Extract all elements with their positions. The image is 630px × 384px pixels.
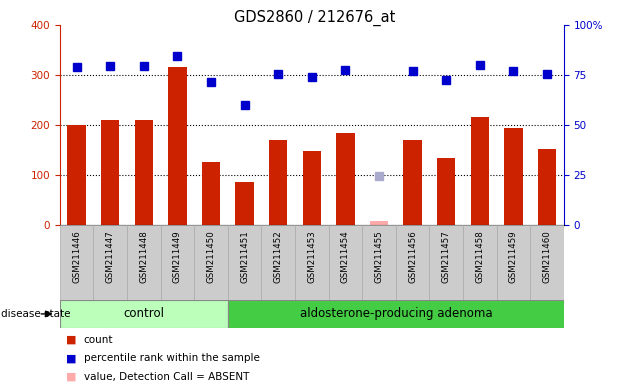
- Bar: [336, 133, 355, 225]
- Text: GSM211456: GSM211456: [408, 231, 417, 283]
- Text: aldosterone-producing adenoma: aldosterone-producing adenoma: [299, 308, 492, 320]
- Text: disease state: disease state: [1, 309, 70, 319]
- Bar: [101, 120, 120, 225]
- Text: GSM211457: GSM211457: [442, 231, 450, 283]
- Bar: [202, 162, 220, 225]
- Text: GSM211459: GSM211459: [509, 231, 518, 283]
- Bar: [463, 225, 496, 300]
- Text: GSM211453: GSM211453: [307, 231, 316, 283]
- Bar: [261, 225, 295, 300]
- Text: count: count: [84, 335, 113, 345]
- Bar: [496, 225, 530, 300]
- Bar: [60, 300, 228, 328]
- Bar: [471, 118, 489, 225]
- Bar: [329, 225, 362, 300]
- Bar: [67, 125, 86, 225]
- Text: percentile rank within the sample: percentile rank within the sample: [84, 353, 260, 363]
- Bar: [236, 182, 254, 225]
- Bar: [302, 151, 321, 225]
- Text: ■: ■: [66, 372, 77, 382]
- Bar: [538, 149, 556, 225]
- Bar: [228, 300, 564, 328]
- Text: GSM211447: GSM211447: [106, 231, 115, 283]
- Text: GSM211446: GSM211446: [72, 231, 81, 283]
- Bar: [168, 68, 186, 225]
- Text: GDS2860 / 212676_at: GDS2860 / 212676_at: [234, 10, 396, 26]
- Bar: [228, 225, 261, 300]
- Text: GSM211454: GSM211454: [341, 231, 350, 283]
- Text: GSM211451: GSM211451: [240, 231, 249, 283]
- Bar: [127, 225, 161, 300]
- Text: GSM211455: GSM211455: [375, 231, 384, 283]
- Text: ■: ■: [66, 353, 77, 363]
- Bar: [437, 158, 455, 225]
- Text: GSM211449: GSM211449: [173, 231, 182, 283]
- Bar: [194, 225, 228, 300]
- Bar: [60, 225, 93, 300]
- Text: GSM211458: GSM211458: [476, 231, 484, 283]
- Bar: [530, 225, 564, 300]
- Bar: [135, 120, 153, 225]
- Bar: [269, 140, 287, 225]
- Text: GSM211450: GSM211450: [207, 231, 215, 283]
- Text: value, Detection Call = ABSENT: value, Detection Call = ABSENT: [84, 372, 249, 382]
- Text: GSM211452: GSM211452: [274, 231, 283, 283]
- Bar: [161, 225, 194, 300]
- Text: GSM211460: GSM211460: [542, 231, 551, 283]
- Bar: [430, 225, 463, 300]
- Text: ■: ■: [66, 335, 77, 345]
- Text: GSM211448: GSM211448: [139, 231, 148, 283]
- Bar: [93, 225, 127, 300]
- Bar: [370, 221, 388, 225]
- Text: control: control: [123, 308, 164, 320]
- Bar: [504, 128, 523, 225]
- Bar: [403, 140, 422, 225]
- Bar: [362, 225, 396, 300]
- Bar: [396, 225, 430, 300]
- Bar: [295, 225, 329, 300]
